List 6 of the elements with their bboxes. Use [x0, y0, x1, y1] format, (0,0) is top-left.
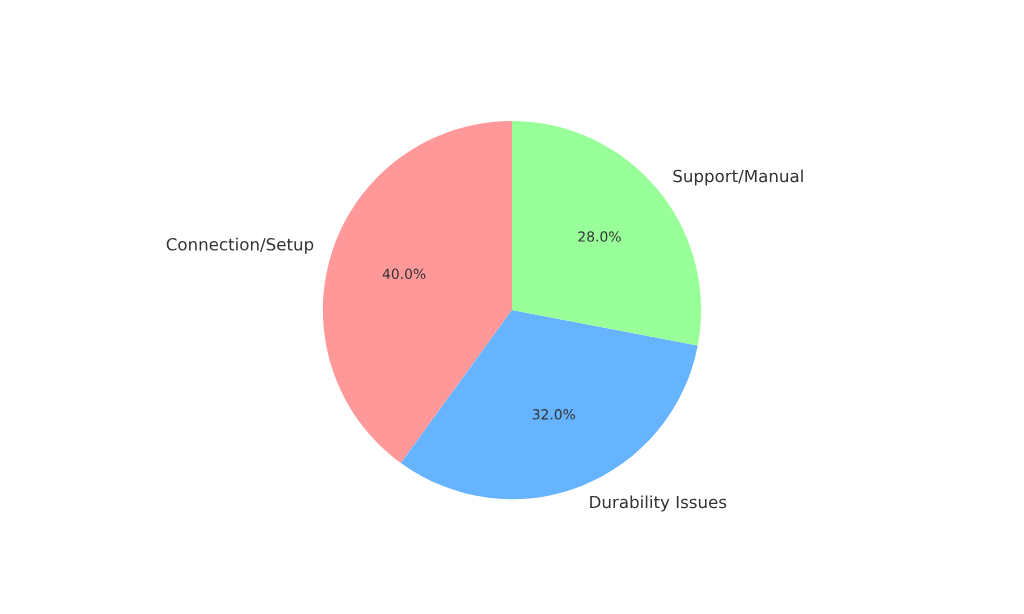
- slice-label: Connection/Setup: [166, 237, 314, 254]
- slice-label: Support/Manual: [673, 169, 803, 186]
- data-label: 28.0%: [578, 231, 621, 242]
- data-label: 40.0%: [382, 268, 426, 280]
- data-label: 32.0%: [532, 409, 576, 420]
- slice-label: Durability Issues: [590, 495, 727, 512]
